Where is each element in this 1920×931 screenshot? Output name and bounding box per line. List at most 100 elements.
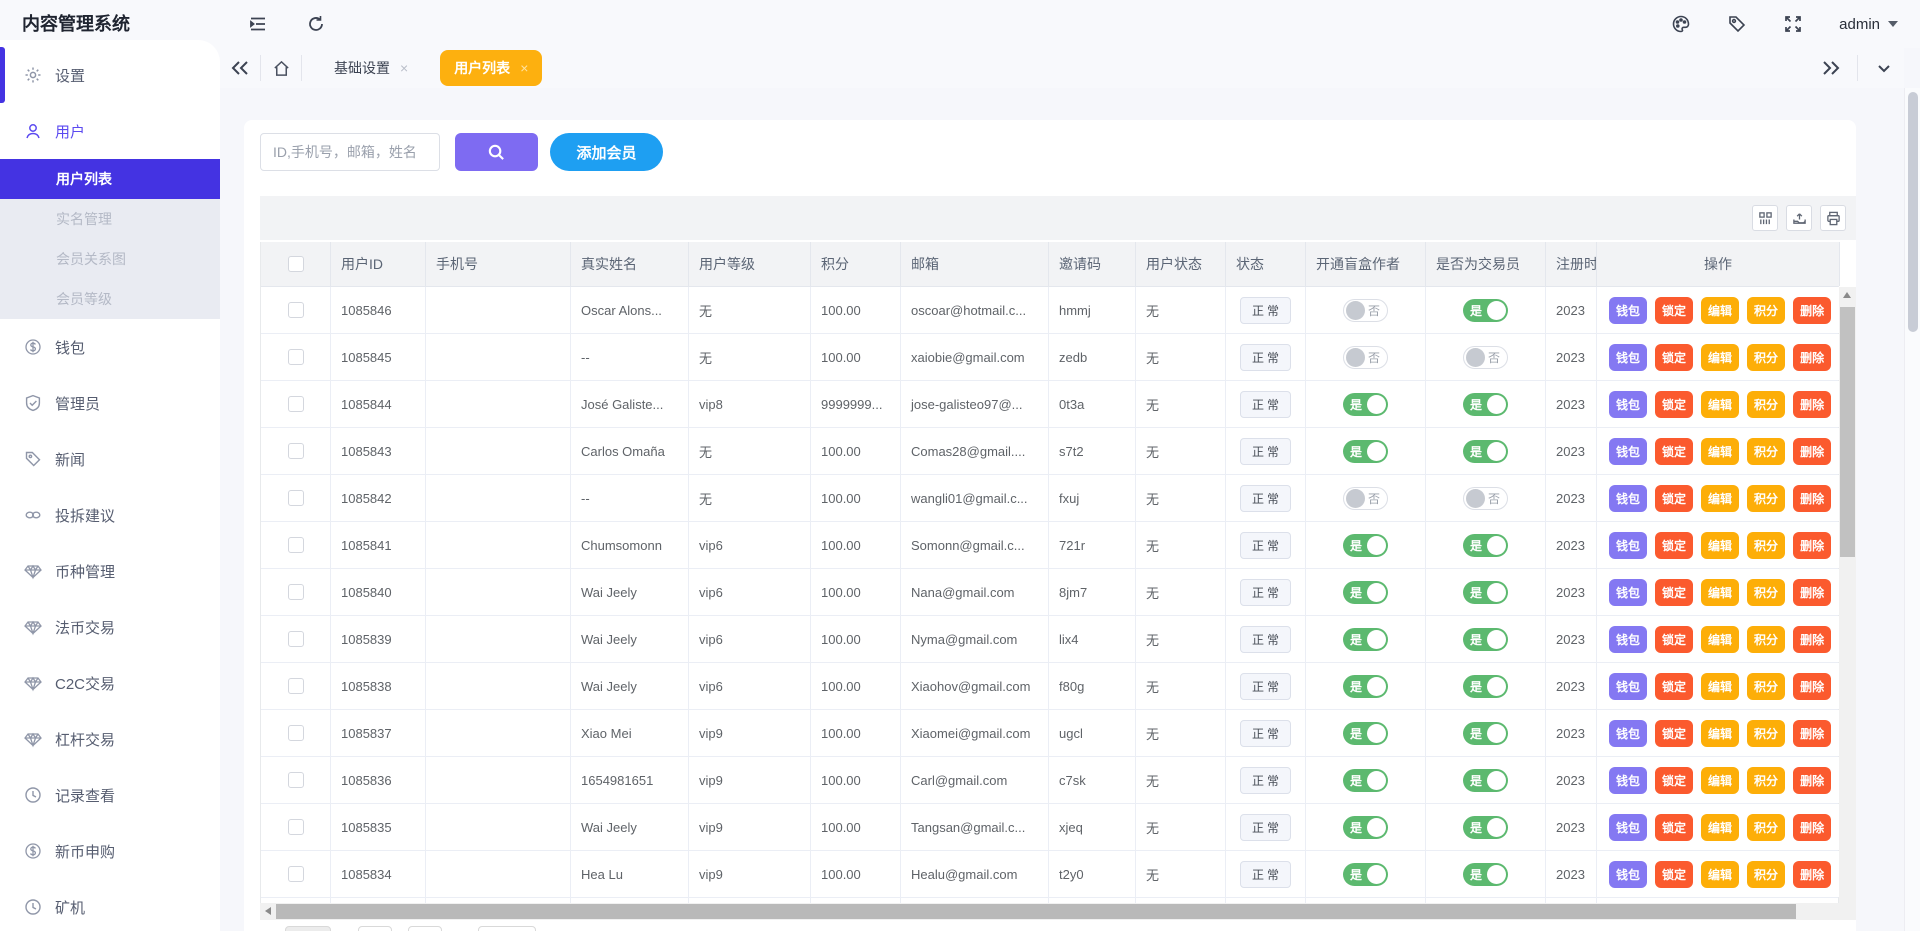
trader-toggle[interactable]: 是: [1463, 815, 1508, 839]
wallet-button[interactable]: 钱包: [1609, 860, 1648, 888]
row-checkbox[interactable]: [287, 631, 304, 647]
score-button[interactable]: 积分: [1747, 578, 1786, 606]
row-checkbox[interactable]: [287, 819, 304, 835]
sidebar-item-11[interactable]: 法币交易: [0, 599, 220, 655]
tab-basic-settings[interactable]: 基础设置: [320, 50, 422, 86]
lock-button[interactable]: 锁定: [1655, 484, 1694, 512]
pagination-partial[interactable]: [358, 926, 392, 931]
score-button[interactable]: 积分: [1747, 672, 1786, 700]
row-checkbox[interactable]: [287, 866, 304, 882]
table-vertical-scrollbar[interactable]: [1839, 287, 1856, 903]
row-checkbox[interactable]: [287, 490, 304, 506]
score-button[interactable]: 积分: [1747, 813, 1786, 841]
edit-button[interactable]: 编辑: [1701, 578, 1740, 606]
sidebar-item-12[interactable]: C2C交易: [0, 655, 220, 711]
sidebar-subitem-2[interactable]: 用户列表: [0, 159, 220, 199]
wallet-button[interactable]: 钱包: [1609, 531, 1648, 559]
delete-button[interactable]: 删除: [1793, 437, 1832, 465]
row-checkbox[interactable]: [287, 678, 304, 694]
row-checkbox[interactable]: [287, 443, 304, 459]
edit-button[interactable]: 编辑: [1701, 719, 1740, 747]
wallet-button[interactable]: 钱包: [1609, 578, 1648, 606]
trader-toggle[interactable]: 是: [1463, 674, 1508, 698]
sidebar-item-13[interactable]: 杠杆交易: [0, 711, 220, 767]
sidebar-item-6[interactable]: 钱包: [0, 319, 220, 375]
trader-toggle[interactable]: 是: [1463, 392, 1508, 416]
blind-box-toggle[interactable]: 是: [1343, 533, 1388, 557]
trader-toggle[interactable]: 是: [1463, 298, 1508, 322]
score-button[interactable]: 积分: [1747, 484, 1786, 512]
home-icon[interactable]: [261, 55, 301, 81]
delete-button[interactable]: 删除: [1793, 390, 1832, 418]
delete-button[interactable]: 删除: [1793, 578, 1832, 606]
wallet-button[interactable]: 钱包: [1609, 484, 1648, 512]
sidebar-subitem-5[interactable]: 会员等级: [0, 279, 220, 319]
score-button[interactable]: 积分: [1747, 531, 1786, 559]
palette-icon[interactable]: [1671, 14, 1691, 34]
lock-button[interactable]: 锁定: [1655, 531, 1694, 559]
lock-button[interactable]: 锁定: [1655, 437, 1694, 465]
trader-toggle[interactable]: 否: [1463, 345, 1508, 369]
lock-button[interactable]: 锁定: [1655, 625, 1694, 653]
score-button[interactable]: 积分: [1747, 437, 1786, 465]
blind-box-toggle[interactable]: 是: [1343, 768, 1388, 792]
sidebar-item-1[interactable]: 用户: [0, 103, 220, 159]
wallet-button[interactable]: 钱包: [1609, 625, 1648, 653]
table-horizontal-scrollbar[interactable]: [260, 903, 1856, 920]
sidebar-item-16[interactable]: 矿机: [0, 879, 220, 931]
delete-button[interactable]: 删除: [1793, 860, 1832, 888]
edit-button[interactable]: 编辑: [1701, 484, 1740, 512]
wallet-button[interactable]: 钱包: [1609, 437, 1648, 465]
blind-box-toggle[interactable]: 是: [1343, 674, 1388, 698]
row-checkbox[interactable]: [287, 584, 304, 600]
score-button[interactable]: 积分: [1747, 296, 1786, 324]
wallet-button[interactable]: 钱包: [1609, 343, 1648, 371]
trader-toggle[interactable]: 是: [1463, 862, 1508, 886]
row-checkbox[interactable]: [287, 537, 304, 553]
score-button[interactable]: 积分: [1747, 343, 1786, 371]
delete-button[interactable]: 删除: [1793, 343, 1832, 371]
admin-menu[interactable]: admin: [1839, 16, 1898, 33]
select-all-checkbox[interactable]: [287, 256, 304, 272]
row-checkbox[interactable]: [287, 725, 304, 741]
lock-button[interactable]: 锁定: [1655, 390, 1694, 418]
wallet-button[interactable]: 钱包: [1609, 672, 1648, 700]
sidebar-item-8[interactable]: 新闻: [0, 431, 220, 487]
blind-box-toggle[interactable]: 否: [1343, 486, 1388, 510]
lock-button[interactable]: 锁定: [1655, 343, 1694, 371]
blind-box-toggle[interactable]: 是: [1343, 392, 1388, 416]
blind-box-toggle[interactable]: 否: [1343, 345, 1388, 369]
search-button[interactable]: [455, 133, 538, 171]
pagination-partial[interactable]: [285, 926, 331, 931]
blind-box-toggle[interactable]: 是: [1343, 721, 1388, 745]
lock-button[interactable]: 锁定: [1655, 578, 1694, 606]
sidebar-item-14[interactable]: 记录查看: [0, 767, 220, 823]
tab-user-list[interactable]: 用户列表: [440, 50, 543, 86]
search-input[interactable]: [260, 133, 440, 171]
sidebar-item-15[interactable]: 新币申购: [0, 823, 220, 879]
score-button[interactable]: 积分: [1747, 719, 1786, 747]
edit-button[interactable]: 编辑: [1701, 296, 1740, 324]
sidebar-item-7[interactable]: 管理员: [0, 375, 220, 431]
delete-button[interactable]: 删除: [1793, 531, 1832, 559]
row-checkbox[interactable]: [287, 349, 304, 365]
wallet-button[interactable]: 钱包: [1609, 719, 1648, 747]
edit-button[interactable]: 编辑: [1701, 390, 1740, 418]
wallet-button[interactable]: 钱包: [1609, 390, 1648, 418]
row-checkbox[interactable]: [287, 396, 304, 412]
blind-box-toggle[interactable]: 是: [1343, 580, 1388, 604]
wallet-button[interactable]: 钱包: [1609, 296, 1648, 324]
pagination-partial[interactable]: [408, 926, 442, 931]
trader-toggle[interactable]: 是: [1463, 627, 1508, 651]
trader-toggle[interactable]: 是: [1463, 768, 1508, 792]
trader-toggle[interactable]: 否: [1463, 486, 1508, 510]
print-icon[interactable]: [1820, 205, 1846, 231]
score-button[interactable]: 积分: [1747, 390, 1786, 418]
page-scrollbar[interactable]: [1904, 88, 1920, 931]
lock-button[interactable]: 锁定: [1655, 719, 1694, 747]
delete-button[interactable]: 删除: [1793, 719, 1832, 747]
scrollbar-thumb[interactable]: [1840, 307, 1855, 557]
blind-box-toggle[interactable]: 是: [1343, 862, 1388, 886]
chevrons-right-icon[interactable]: [1811, 55, 1851, 81]
scroll-left-arrow-icon[interactable]: [265, 907, 271, 915]
